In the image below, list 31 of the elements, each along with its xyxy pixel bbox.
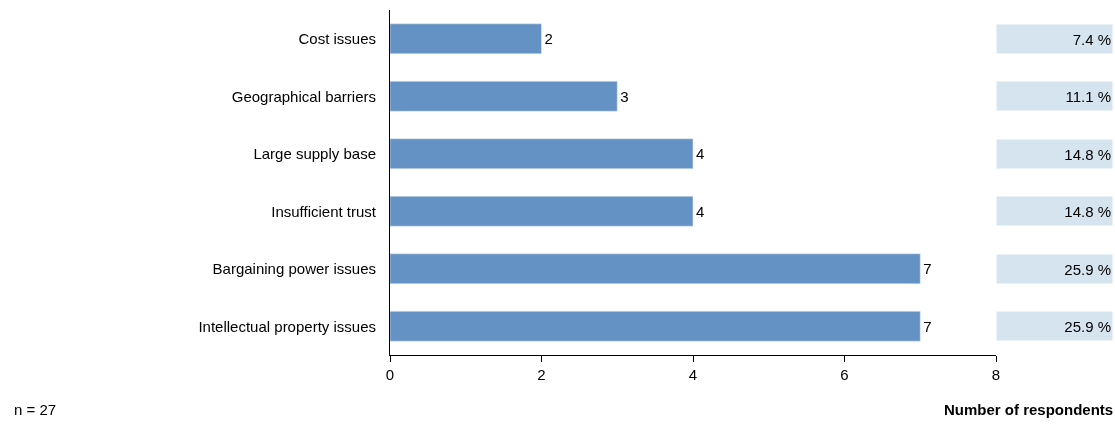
x-axis-title: Number of respondents — [944, 401, 1114, 418]
y-tick-label: Insufficient trust — [271, 202, 377, 220]
x-tick-label: 8 — [991, 366, 1001, 383]
y-tick-label: Intellectual property issues — [198, 317, 376, 335]
data-label: 2 — [544, 30, 553, 48]
text: 14.8 % — [1064, 202, 1111, 220]
x-tick-label: 2 — [537, 366, 546, 383]
x-tick-label: 0 — [385, 366, 395, 383]
bar — [390, 23, 542, 54]
bar — [390, 196, 694, 227]
text: 11.1 % — [1065, 87, 1111, 105]
text: n = 27 — [14, 401, 57, 418]
y-tick-label: Cost issues — [298, 30, 376, 47]
data-label: 4 — [696, 145, 705, 163]
y-tick-label: Bargaining power issues — [212, 260, 376, 277]
text: 14.8 % — [1064, 145, 1111, 163]
data-label: 7 — [923, 317, 932, 335]
text: 7.4 % — [1072, 30, 1111, 48]
bar — [390, 253, 921, 284]
y-tick-label: Geographical barriers — [231, 87, 376, 105]
x-tick-label: 6 — [840, 366, 849, 383]
data-label: 3 — [620, 87, 629, 105]
x-tick-label: 4 — [688, 366, 698, 383]
text: 25.9 % — [1064, 317, 1111, 335]
text: 25.9 % — [1064, 260, 1111, 278]
y-tick-label: Large supply base — [253, 145, 376, 162]
bar — [390, 311, 921, 342]
bar — [390, 138, 694, 169]
bar — [390, 81, 618, 112]
data-label: 7 — [923, 260, 932, 278]
data-label: 4 — [696, 202, 705, 220]
